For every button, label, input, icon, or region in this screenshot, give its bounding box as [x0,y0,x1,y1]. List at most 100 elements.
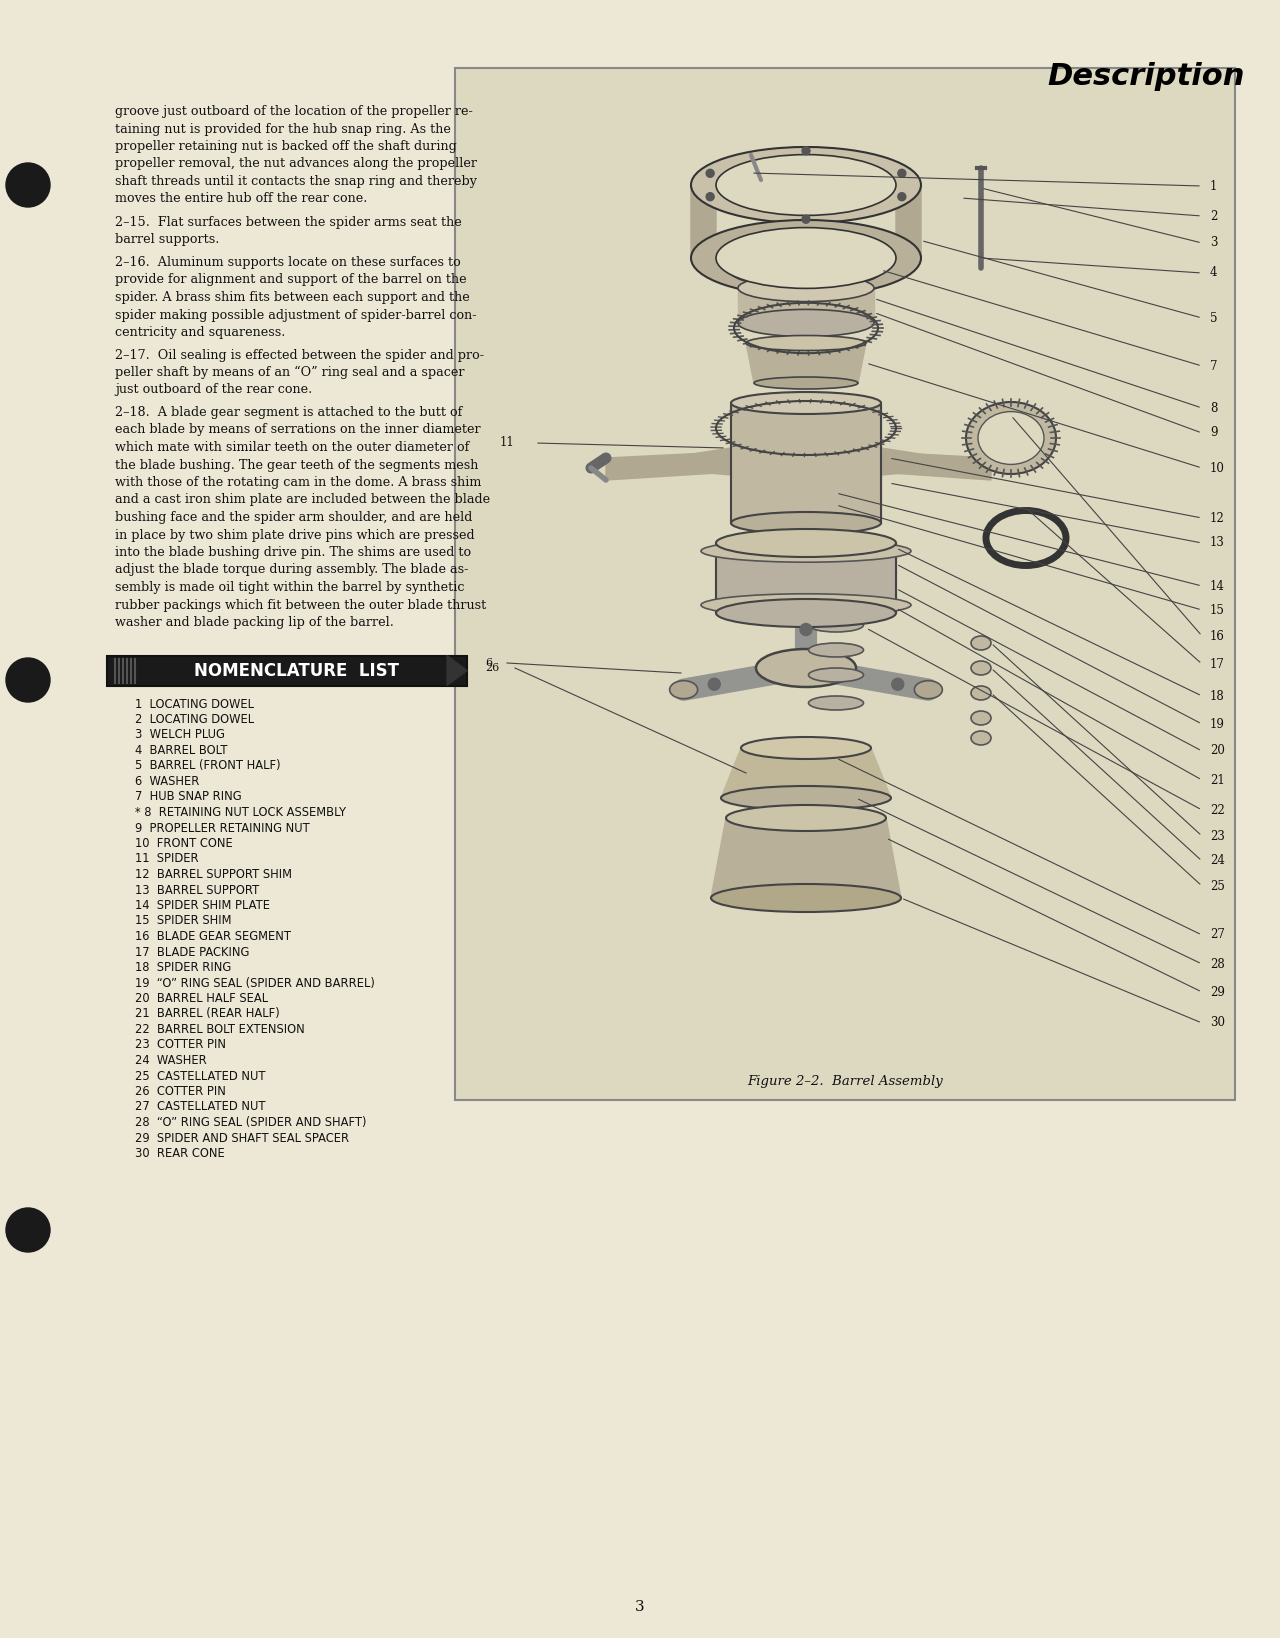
Ellipse shape [809,644,864,657]
Ellipse shape [701,541,911,562]
Circle shape [707,193,714,201]
Ellipse shape [972,662,991,675]
Polygon shape [881,449,925,475]
Text: 30  REAR CONE: 30 REAR CONE [134,1147,225,1160]
Text: 23  COTTER PIN: 23 COTTER PIN [134,1038,227,1052]
Text: 13  BARREL SUPPORT: 13 BARREL SUPPORT [134,883,260,896]
Text: shaft threads until it contacts the snap ring and thereby: shaft threads until it contacts the snap… [115,175,477,188]
Ellipse shape [972,686,991,699]
Text: 12  BARREL SUPPORT SHIM: 12 BARREL SUPPORT SHIM [134,868,292,881]
Text: Description: Description [1047,62,1245,92]
Text: 26  COTTER PIN: 26 COTTER PIN [134,1084,225,1097]
Text: 25  CASTELLATED NUT: 25 CASTELLATED NUT [134,1070,265,1083]
Ellipse shape [716,228,896,288]
Text: provide for alignment and support of the barrel on the: provide for alignment and support of the… [115,274,467,287]
Text: and a cast iron shim plate are included between the blade: and a cast iron shim plate are included … [115,493,490,506]
Text: 27  CASTELLATED NUT: 27 CASTELLATED NUT [134,1101,265,1114]
Text: centricity and squareness.: centricity and squareness. [115,326,285,339]
Text: just outboard of the rear cone.: just outboard of the rear cone. [115,383,312,396]
Ellipse shape [966,401,1056,473]
Text: washer and blade packing lip of the barrel.: washer and blade packing lip of the barr… [115,616,394,629]
Text: 25: 25 [1210,880,1225,893]
Text: 2–17.  Oil sealing is effected between the spider and pro-: 2–17. Oil sealing is effected between th… [115,349,484,362]
Text: 29: 29 [1210,986,1225,999]
Circle shape [803,215,810,223]
Text: 9  PROPELLER RETAINING NUT: 9 PROPELLER RETAINING NUT [134,822,310,834]
Ellipse shape [731,513,881,534]
Ellipse shape [914,681,942,699]
Ellipse shape [792,608,820,626]
Text: 18: 18 [1210,690,1225,703]
Text: 3  WELCH PLUG: 3 WELCH PLUG [134,729,225,742]
Text: 16: 16 [1210,629,1225,642]
Ellipse shape [741,737,870,758]
Circle shape [897,193,906,201]
Text: bushing face and the spider arm shoulder, and are held: bushing face and the spider arm shoulder… [115,511,472,524]
Text: 17  BLADE PACKING: 17 BLADE PACKING [134,945,250,958]
Text: 29  SPIDER AND SHAFT SEAL SPACER: 29 SPIDER AND SHAFT SEAL SPACER [134,1132,349,1145]
Ellipse shape [701,595,911,616]
Ellipse shape [754,377,858,388]
Text: the blade bushing. The gear teeth of the segments mesh: the blade bushing. The gear teeth of the… [115,459,479,472]
Polygon shape [605,450,749,480]
Text: 2–16.  Aluminum supports locate on these surfaces to: 2–16. Aluminum supports locate on these … [115,256,461,269]
Ellipse shape [716,154,896,216]
Text: 12: 12 [1210,511,1225,524]
Text: 19  “O” RING SEAL (SPIDER AND BARREL): 19 “O” RING SEAL (SPIDER AND BARREL) [134,976,375,989]
Ellipse shape [716,600,896,627]
Text: 20  BARREL HALF SEAL: 20 BARREL HALF SEAL [134,993,268,1006]
Polygon shape [721,749,891,798]
Ellipse shape [809,668,864,681]
Text: 7: 7 [1210,359,1217,372]
Polygon shape [896,185,922,259]
Ellipse shape [739,275,874,301]
Text: 4: 4 [1210,267,1217,280]
Text: 5: 5 [1210,311,1217,324]
Ellipse shape [669,681,698,699]
Text: 2–18.  A blade gear segment is attached to the butt of: 2–18. A blade gear segment is attached t… [115,406,462,419]
Polygon shape [716,544,896,613]
Polygon shape [691,185,716,259]
Text: * 8  RETAINING NUT LOCK ASSEMBLY: * 8 RETAINING NUT LOCK ASSEMBLY [134,806,346,819]
Text: 2–15.  Flat surfaces between the spider arms seat the: 2–15. Flat surfaces between the spider a… [115,216,462,229]
Text: which mate with similar teeth on the outer diameter of: which mate with similar teeth on the out… [115,441,470,454]
Text: Figure 2–2.  Barrel Assembly: Figure 2–2. Barrel Assembly [748,1076,943,1089]
Ellipse shape [972,731,991,745]
Text: 6: 6 [485,658,492,668]
Text: 24: 24 [1210,855,1225,868]
Text: 22  BARREL BOLT EXTENSION: 22 BARREL BOLT EXTENSION [134,1024,305,1035]
Text: peller shaft by means of an “O” ring seal and a spacer: peller shaft by means of an “O” ring sea… [115,365,465,380]
Text: spider making possible adjustment of spider-barrel con-: spider making possible adjustment of spi… [115,308,476,321]
Text: taining nut is provided for the hub snap ring. As the: taining nut is provided for the hub snap… [115,123,451,136]
Text: sembly is made oil tight within the barrel by synthetic: sembly is made oil tight within the barr… [115,581,465,595]
Polygon shape [686,449,731,475]
Ellipse shape [691,219,922,296]
Text: 3: 3 [1210,236,1217,249]
Text: 4  BARREL BOLT: 4 BARREL BOLT [134,744,228,757]
Text: 13: 13 [1210,537,1225,549]
Text: 8: 8 [1210,401,1217,414]
Text: 7  HUB SNAP RING: 7 HUB SNAP RING [134,791,242,804]
Ellipse shape [721,786,891,811]
Circle shape [707,169,714,177]
FancyBboxPatch shape [108,655,467,685]
Polygon shape [710,817,901,898]
Ellipse shape [746,336,867,351]
Text: 3: 3 [635,1600,645,1613]
Text: 19: 19 [1210,717,1225,731]
Polygon shape [746,342,867,383]
Text: NOMENCLATURE  LIST: NOMENCLATURE LIST [195,662,399,680]
Text: 26: 26 [485,663,499,673]
Polygon shape [447,655,467,685]
Text: 14: 14 [1210,580,1225,593]
Circle shape [803,147,810,156]
Ellipse shape [809,696,864,709]
Text: 6  WASHER: 6 WASHER [134,775,200,788]
Text: 15: 15 [1210,603,1225,616]
Text: 14  SPIDER SHIM PLATE: 14 SPIDER SHIM PLATE [134,899,270,912]
Text: 20: 20 [1210,745,1225,757]
Text: spider. A brass shim fits between each support and the: spider. A brass shim fits between each s… [115,292,470,305]
Circle shape [6,1207,50,1251]
Ellipse shape [726,804,886,830]
Circle shape [800,624,812,636]
